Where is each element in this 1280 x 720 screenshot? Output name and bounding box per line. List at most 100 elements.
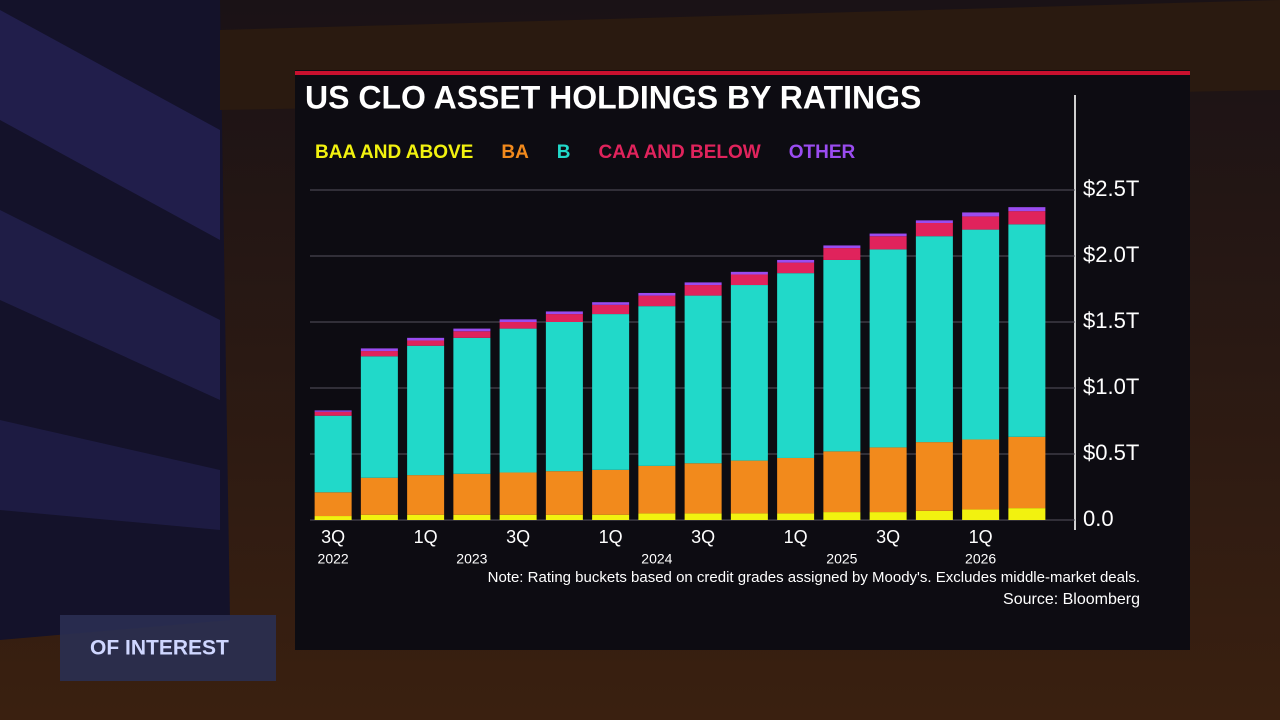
legend-entry: OTHER [789,142,856,163]
bar-segment [407,514,445,520]
bar-segment [730,274,768,286]
ticker-band [0,210,220,400]
y-tick-label: $2.0T [1083,242,1139,267]
x-tick-label: 3Q [876,527,900,547]
bar-segment [823,248,861,260]
bar-segment [730,285,768,461]
bar-segment [545,314,583,322]
bar-segment [684,282,722,286]
badge-box [60,615,276,681]
bar-segment [360,514,398,520]
bar-segment [314,516,352,520]
bar-segment [638,295,676,307]
x-tick-label: 3Q [691,527,715,547]
bar-segment [360,477,398,515]
bar-segment [407,475,445,515]
bar-segment [915,442,953,511]
bar-segment [777,273,815,458]
bar-segment [360,356,398,478]
bar-segment [915,510,953,520]
bar-segment [684,285,722,296]
bar-segment [592,304,630,315]
bar-segment [453,331,491,338]
bar-segment [869,447,907,513]
bar-segment [777,457,815,514]
bar-segment [962,439,1000,510]
legend-entry: BA [501,142,529,163]
bar-segment [915,223,953,237]
y-tick-label: $0.5T [1083,440,1139,465]
legend-entry: CAA AND BELOW [599,142,761,163]
bar-segment [545,514,583,520]
bar-segment [592,469,630,515]
bar-segment [499,514,537,520]
bar-segment [684,295,722,464]
bar-segment [1008,436,1046,509]
x-group-label: 2025 [826,551,857,567]
bar-segment [962,229,1000,440]
x-group-label: 2026 [965,551,996,567]
legend-entry: B [557,142,571,163]
bar-segment [638,513,676,520]
bar-segment [407,340,445,346]
bar-segment [823,512,861,520]
badge: OF INTEREST [90,637,229,660]
bar-segment [962,212,1000,217]
bar-segment [1008,211,1046,225]
bar-segment [1008,508,1046,520]
chart-title: US CLO ASSET HOLDINGS BY RATINGS [305,79,921,115]
bar-segment [453,337,491,474]
bar-segment [545,322,583,472]
bar-segment [360,351,398,357]
bar-segment [592,302,630,305]
bar-segment [777,513,815,520]
x-tick-label: 1Q [969,527,993,547]
y-tick-label: $1.0T [1083,374,1139,399]
ticker-band [0,10,220,240]
bar-segment [962,216,1000,230]
bar-segment [915,220,953,223]
x-group-label: 2024 [641,551,672,567]
bar-segment [869,236,907,250]
bar-segment [730,460,768,514]
note: Note: Rating buckets based on credit gra… [488,569,1140,586]
bar-segment [823,259,861,452]
bar-segment [592,514,630,520]
bar-segment [915,236,953,443]
bar-segment [962,509,1000,520]
x-tick-label: 1Q [784,527,808,547]
bar-segment [869,249,907,448]
bar-segment [314,492,352,517]
bar-segment [545,311,583,315]
x-tick-label: 1Q [414,527,438,547]
bar-segment [823,245,861,249]
bar-segment [592,314,630,470]
bar-segment [499,322,537,329]
x-group-label: 2022 [318,551,349,567]
bar-segment [730,271,768,275]
bar-segment [638,465,676,514]
bar-segment [453,514,491,520]
x-tick-label: 3Q [321,527,345,547]
bar-segment [314,415,352,493]
bar-segment [499,319,537,322]
bar-segment [869,512,907,520]
bar-segment [453,473,491,515]
y-tick-label: $1.5T [1083,308,1139,333]
bar-segment [407,337,445,341]
bar-segment [823,451,861,513]
bar-segment [777,262,815,274]
bar-segment [1008,207,1046,212]
bar-segment [638,306,676,466]
bar-segment [360,348,398,352]
bar-segment [869,233,907,237]
bar-segment [314,411,352,416]
bar-segment [638,292,676,296]
source: Source: Bloomberg [1003,591,1140,608]
bar-segment [684,463,722,514]
bar-segment [453,328,491,332]
bar-segment [684,513,722,520]
ticker-band [0,420,220,530]
bar-segment [314,410,352,412]
